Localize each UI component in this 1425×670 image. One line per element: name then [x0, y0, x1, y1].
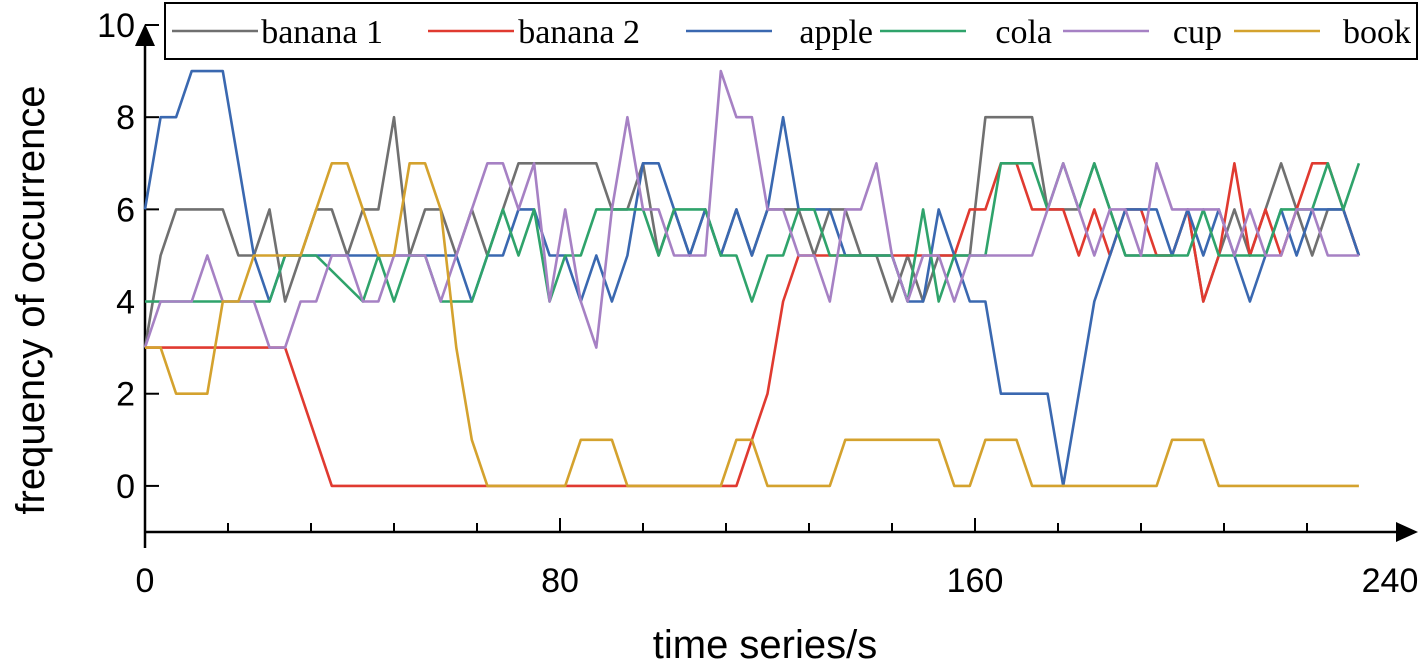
- y-axis: 0 2 4 6 8 10: [97, 7, 159, 548]
- x-axis-title: time series/s: [653, 623, 878, 667]
- x-tick-label: 0: [136, 562, 155, 600]
- legend: banana 1 banana 2 apple cola cup book: [164, 2, 1418, 60]
- legend-box: [164, 2, 1418, 60]
- y-axis-title: frequency of occurrence: [9, 85, 53, 514]
- x-tick-label: 240: [1362, 562, 1419, 600]
- series-line-banana-1: [143, 115, 1361, 348]
- x-tick-label: 160: [947, 562, 1004, 600]
- y-tick-label: 2: [116, 376, 135, 414]
- series-line-cola: [145, 162, 1361, 303]
- y-tick-label: 8: [116, 99, 135, 137]
- legend-label-apple: apple: [799, 14, 873, 51]
- legend-label-cup: cup: [1173, 14, 1222, 51]
- y-tick-label: 6: [116, 191, 135, 229]
- y-axis-arrow: [135, 24, 155, 46]
- y-tick-label: 4: [116, 284, 135, 322]
- series-line-book: [145, 162, 1359, 488]
- series-line-cup: [143, 69, 1359, 349]
- series-group: [143, 69, 1361, 488]
- y-tick-label: 0: [116, 468, 135, 506]
- legend-label-banana-2: banana 2: [518, 14, 640, 51]
- series-line-banana-2: [145, 162, 1361, 488]
- legend-label-banana-1: banana 1: [261, 14, 383, 51]
- x-tick-label: 80: [541, 562, 579, 600]
- x-axis-arrow: [1396, 522, 1418, 542]
- legend-label-book: book: [1343, 14, 1411, 51]
- series-line-apple: [143, 69, 1361, 488]
- x-axis: 0 80 160 240: [136, 518, 1419, 600]
- y-tick-label: 10: [97, 7, 135, 45]
- legend-label-cola: cola: [995, 14, 1052, 51]
